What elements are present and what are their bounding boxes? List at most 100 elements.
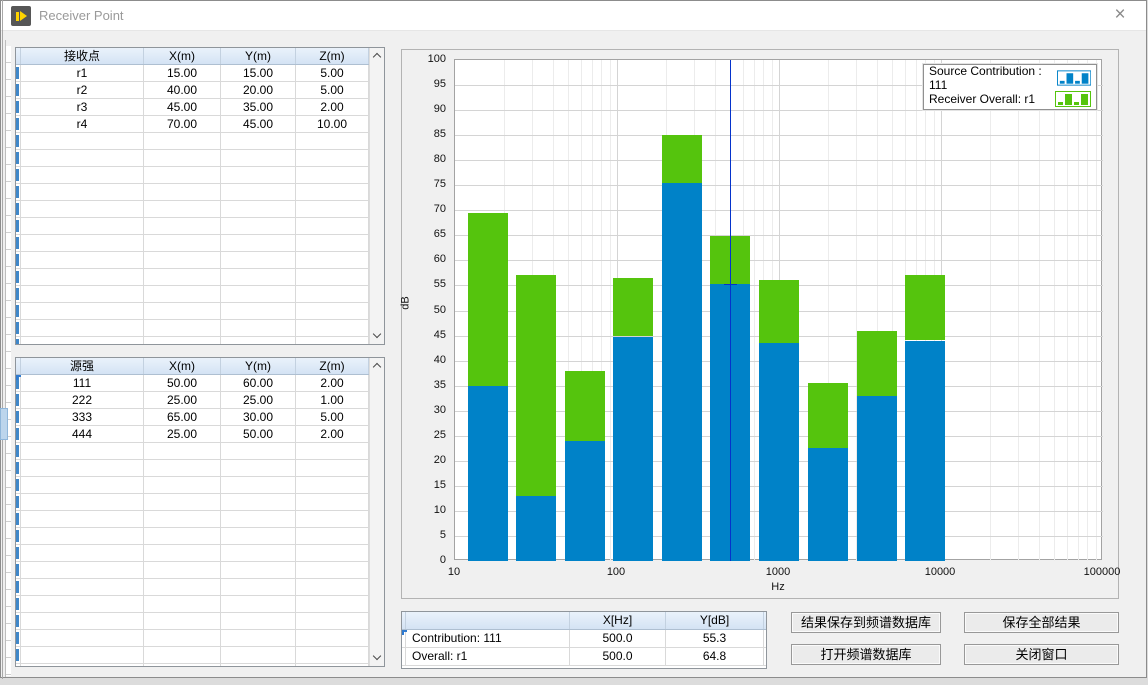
table-cell[interactable] <box>21 303 144 319</box>
table-cell[interactable] <box>221 545 296 561</box>
table-cell[interactable] <box>221 477 296 493</box>
table-cell[interactable] <box>144 545 221 561</box>
table-cell[interactable] <box>144 286 221 302</box>
table-cell[interactable]: r3 <box>21 99 144 115</box>
scroll-down-icon[interactable] <box>370 328 384 344</box>
table-cell[interactable]: 444 <box>21 426 144 442</box>
table-cell[interactable] <box>296 235 369 251</box>
close-window-button[interactable]: 关闭窗口 <box>964 644 1119 665</box>
table-cell[interactable] <box>221 613 296 629</box>
table-cell[interactable] <box>221 596 296 612</box>
table-cell[interactable] <box>296 320 369 336</box>
legend-item-overall[interactable]: Receiver Overall: r1 <box>929 88 1091 109</box>
table-cell[interactable] <box>21 477 144 493</box>
table-cell[interactable]: Contribution: 111 <box>402 630 570 647</box>
table-cell[interactable] <box>21 494 144 510</box>
table-cell[interactable] <box>144 235 221 251</box>
table-cell[interactable] <box>144 511 221 527</box>
open-spectrum-db-button[interactable]: 打开频谱数据库 <box>791 644 941 665</box>
table-cell[interactable]: 45.00 <box>144 99 221 115</box>
table-cell[interactable] <box>21 460 144 476</box>
table-cell[interactable] <box>144 337 221 344</box>
table-cell[interactable] <box>296 664 369 666</box>
table-cell[interactable] <box>144 150 221 166</box>
table-cell[interactable] <box>21 562 144 578</box>
table-cell[interactable] <box>21 167 144 183</box>
table-cell[interactable]: 30.00 <box>221 409 296 425</box>
table-cell[interactable] <box>21 664 144 666</box>
table-cell[interactable]: 15.00 <box>221 65 296 81</box>
table-cell[interactable]: 5.00 <box>296 82 369 98</box>
table-cell[interactable] <box>21 269 144 285</box>
table-cell[interactable]: 20.00 <box>221 82 296 98</box>
table-cell[interactable] <box>21 528 144 544</box>
table-cell[interactable] <box>144 201 221 217</box>
table-cell[interactable] <box>21 286 144 302</box>
table-cell[interactable]: 45.00 <box>221 116 296 132</box>
table-cell[interactable] <box>21 235 144 251</box>
table-cell[interactable]: 55.3 <box>666 630 764 647</box>
table-cell[interactable]: 65.00 <box>144 409 221 425</box>
table-cell[interactable] <box>221 443 296 459</box>
table-cell[interactable] <box>296 630 369 646</box>
table-cell[interactable] <box>144 664 221 666</box>
table-cell[interactable] <box>296 184 369 200</box>
table-cell[interactable] <box>296 201 369 217</box>
table-cell[interactable] <box>221 647 296 663</box>
table-cell[interactable] <box>221 511 296 527</box>
cursor-line[interactable] <box>730 60 732 561</box>
table-cell[interactable] <box>144 184 221 200</box>
table-cell[interactable] <box>296 286 369 302</box>
table-cell[interactable] <box>296 443 369 459</box>
table-cell[interactable] <box>296 477 369 493</box>
table-cell[interactable] <box>21 133 144 149</box>
table-cell[interactable] <box>296 562 369 578</box>
table-cell[interactable] <box>221 184 296 200</box>
table-cell[interactable]: 1.00 <box>296 392 369 408</box>
table-cell[interactable] <box>296 494 369 510</box>
table-cell[interactable] <box>296 579 369 595</box>
table-cell[interactable]: 10.00 <box>296 116 369 132</box>
table-cell[interactable] <box>221 286 296 302</box>
table-cell[interactable]: 2.00 <box>296 426 369 442</box>
table-cell[interactable] <box>296 269 369 285</box>
cursor-crosshair[interactable] <box>724 283 738 285</box>
table-cell[interactable]: 15.00 <box>144 65 221 81</box>
table-cell[interactable] <box>21 320 144 336</box>
table-cell[interactable]: 64.8 <box>666 648 764 665</box>
table-cell[interactable] <box>144 579 221 595</box>
table-cell[interactable]: r2 <box>21 82 144 98</box>
table-cell[interactable] <box>144 613 221 629</box>
vertical-scrollbar[interactable] <box>369 358 384 666</box>
scroll-down-icon[interactable] <box>370 650 384 666</box>
table-cell[interactable] <box>144 528 221 544</box>
vertical-scrollbar[interactable] <box>369 48 384 344</box>
table-cell[interactable] <box>221 235 296 251</box>
table-cell[interactable]: 2.00 <box>296 99 369 115</box>
table-cell[interactable] <box>221 133 296 149</box>
table-cell[interactable] <box>21 596 144 612</box>
table-cell[interactable]: 5.00 <box>296 65 369 81</box>
table-cell[interactable] <box>144 443 221 459</box>
table-cell[interactable]: 50.00 <box>16 375 221 391</box>
table-cell[interactable] <box>21 647 144 663</box>
table-cell[interactable] <box>296 596 369 612</box>
scroll-up-icon[interactable] <box>370 358 384 374</box>
table-cell[interactable] <box>21 443 144 459</box>
table-cell[interactable] <box>296 150 369 166</box>
cursor-readout-table[interactable]: X[Hz] Y[dB] Contribution: 111 500.0 55.3 Over… <box>401 611 767 669</box>
table-cell[interactable] <box>296 303 369 319</box>
table-cell[interactable] <box>144 630 221 646</box>
table-cell[interactable] <box>21 630 144 646</box>
table-cell[interactable] <box>221 528 296 544</box>
table-cell[interactable] <box>221 303 296 319</box>
source-strength-table[interactable]: 源强 X(m) Y(m) Z(m) 111 50.00 60.00 2.00 222 25.00 2… <box>15 357 385 667</box>
table-cell[interactable] <box>296 133 369 149</box>
table-cell[interactable] <box>221 630 296 646</box>
table-cell[interactable] <box>296 337 369 344</box>
table-cell[interactable] <box>221 494 296 510</box>
table-cell[interactable] <box>21 218 144 234</box>
table-cell[interactable]: 25.00 <box>221 392 296 408</box>
table-cell[interactable] <box>296 647 369 663</box>
table-cell[interactable] <box>221 150 296 166</box>
